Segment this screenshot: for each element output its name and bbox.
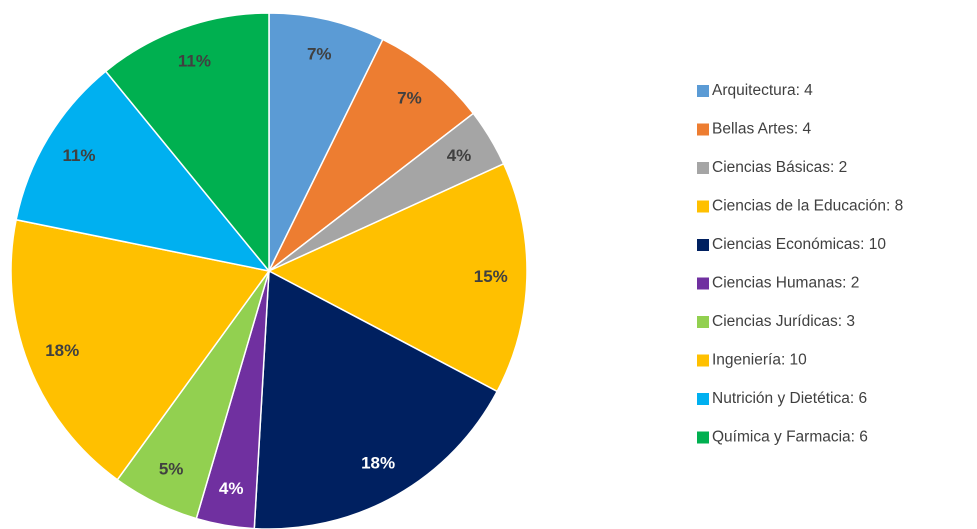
data-label: 15% [474,267,508,286]
pie-slice [10,218,271,481]
legend-swatch [697,239,709,251]
legend-label: Ingeniería: 10 [712,352,807,369]
pie-slice [104,12,270,274]
legend-label: Ciencias Económicas: 10 [712,236,886,253]
pie-slice [268,12,384,272]
pie-slice [253,269,499,529]
legend-label: Química y Farmacia: 6 [712,429,868,446]
legend-label: Ciencias de la Educación: 8 [712,198,903,215]
legend-label: Ciencias Humanas: 2 [712,275,859,292]
legend-swatch [697,85,709,97]
pie-slice [268,38,475,272]
legend-swatch [697,200,709,213]
data-label: 7% [307,44,332,63]
legend-label: Ciencias Jurídicas: 3 [712,313,855,330]
legend-swatch [697,393,709,405]
legend-swatch [697,123,709,136]
data-label: 4% [219,479,244,498]
legend-label: Nutrición y Dietética: 6 [712,390,867,407]
legend-swatch [697,354,709,367]
legend-swatch [697,316,709,328]
data-label: 18% [45,341,79,360]
data-label: 11% [178,52,211,71]
pie-slice [267,162,528,393]
legend-label: Arquitectura: 4 [712,82,813,99]
data-label: 5% [159,460,184,479]
data-label: 4% [447,146,472,165]
legend-swatch [697,162,709,174]
legend-swatch [697,277,709,290]
data-label: 11% [62,146,95,165]
legend-label: Bellas Artes: 4 [712,121,811,138]
legend-swatch [697,431,709,444]
pie-slice [15,70,271,273]
data-label: 18% [361,454,395,473]
legend-label: Ciencias Básicas: 2 [712,159,847,176]
data-label: 7% [397,89,422,108]
